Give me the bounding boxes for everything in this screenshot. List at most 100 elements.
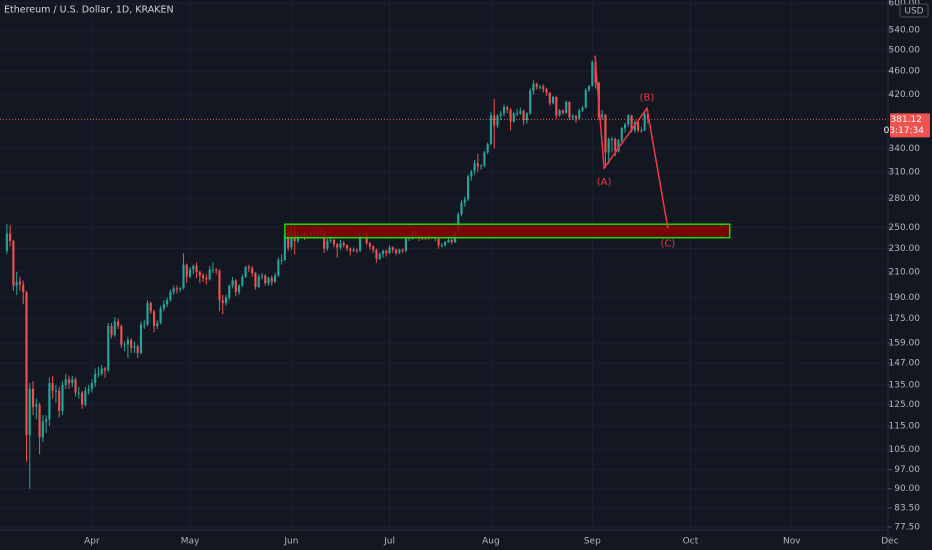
plot-area (0, 0, 888, 530)
wave-label: (C) (660, 238, 675, 249)
candle-body (188, 269, 192, 277)
candle-body (555, 96, 558, 116)
y-tick-label: 310.00 (889, 168, 921, 178)
candle-body (208, 269, 211, 280)
candle-body (169, 292, 172, 301)
candle-body (437, 238, 440, 246)
candle-body (466, 176, 470, 200)
candle-body (35, 404, 38, 407)
candle-body (601, 114, 604, 118)
candle-body (571, 116, 574, 118)
candle-body (205, 278, 208, 280)
candle-body (395, 249, 398, 254)
candle-body (493, 115, 496, 126)
y-tick-label: 460.00 (889, 67, 921, 77)
candle-body (18, 281, 22, 285)
candle-body (359, 234, 362, 251)
candle-body (548, 92, 551, 104)
y-tick-label: 500.00 (889, 45, 921, 55)
candle-body (623, 124, 627, 129)
candle-body (470, 171, 473, 177)
candle-body (630, 115, 633, 131)
x-tick-label: Apr (84, 537, 100, 547)
chart-title: Ethereum / U.S. Dollar, 1D, KRAKEN (4, 5, 174, 16)
candle-body (45, 419, 48, 422)
y-tick-label: 230.00 (889, 244, 921, 254)
candle-body (607, 138, 610, 153)
candle-body (172, 288, 175, 293)
candle-body (162, 304, 165, 309)
candle-body (388, 247, 391, 254)
candle-body (84, 390, 87, 405)
candle-body (352, 249, 355, 251)
candle-body (512, 113, 515, 122)
candle-body (587, 86, 591, 90)
candle-body (224, 297, 228, 303)
candle-body (218, 270, 221, 301)
candle-body (130, 339, 133, 348)
candle-body (368, 243, 371, 247)
candle-body (231, 280, 234, 286)
candle-body (38, 404, 41, 438)
candle-body (139, 324, 143, 353)
candle-body (385, 250, 388, 254)
y-tick-label: 540.00 (889, 26, 921, 36)
candle-body (574, 116, 578, 119)
last-price-label: 381.12 (891, 115, 923, 125)
candle-body (581, 107, 584, 111)
candle-body (61, 384, 64, 411)
candle-body (568, 101, 571, 118)
candle-body (372, 246, 375, 250)
y-tick-label: 125.00 (889, 400, 921, 410)
candle-body (247, 267, 250, 269)
candle-body (175, 288, 179, 290)
candle-body (558, 110, 561, 116)
candle-body (401, 249, 404, 251)
candle-body (58, 390, 61, 411)
y-tick-label: 175.00 (889, 314, 921, 324)
candle-body (326, 240, 329, 249)
candle-body (90, 383, 93, 389)
candle-body (270, 278, 273, 282)
candle-body (457, 214, 460, 233)
candle-body (234, 280, 237, 293)
candle-body (113, 321, 116, 336)
candle-body (41, 421, 44, 438)
candle-body (195, 265, 198, 272)
wave-label: (B) (640, 92, 655, 103)
candle-body (25, 292, 28, 436)
candle-body (81, 392, 84, 405)
candle-body (604, 114, 607, 153)
candle-body (182, 264, 185, 289)
candle-body (499, 113, 502, 116)
candle-body (532, 83, 535, 91)
candle-body (257, 276, 260, 287)
candle-body (120, 325, 123, 345)
candle-body (336, 244, 339, 248)
candle-body (159, 308, 162, 323)
candle-body (192, 265, 195, 270)
candle-body (48, 383, 51, 420)
candle-body (552, 96, 555, 104)
candle-body (54, 390, 57, 392)
candle-body (198, 271, 201, 276)
candle-body (378, 254, 381, 259)
candle-body (542, 86, 545, 90)
candle-body (522, 110, 525, 121)
candle-body (398, 249, 401, 254)
candle-body (476, 163, 479, 167)
candle-body (617, 140, 620, 151)
candle-body (149, 302, 152, 312)
candle-body (578, 110, 581, 119)
candle-body (342, 243, 345, 246)
candle-body (166, 300, 169, 305)
candle-body (28, 388, 31, 436)
candle-body (463, 199, 466, 203)
y-tick-label: 340.00 (889, 144, 921, 154)
y-tick-label: 420.00 (889, 90, 921, 100)
candle-body (97, 373, 100, 375)
candle-body (643, 114, 646, 131)
candle-body (136, 346, 139, 353)
